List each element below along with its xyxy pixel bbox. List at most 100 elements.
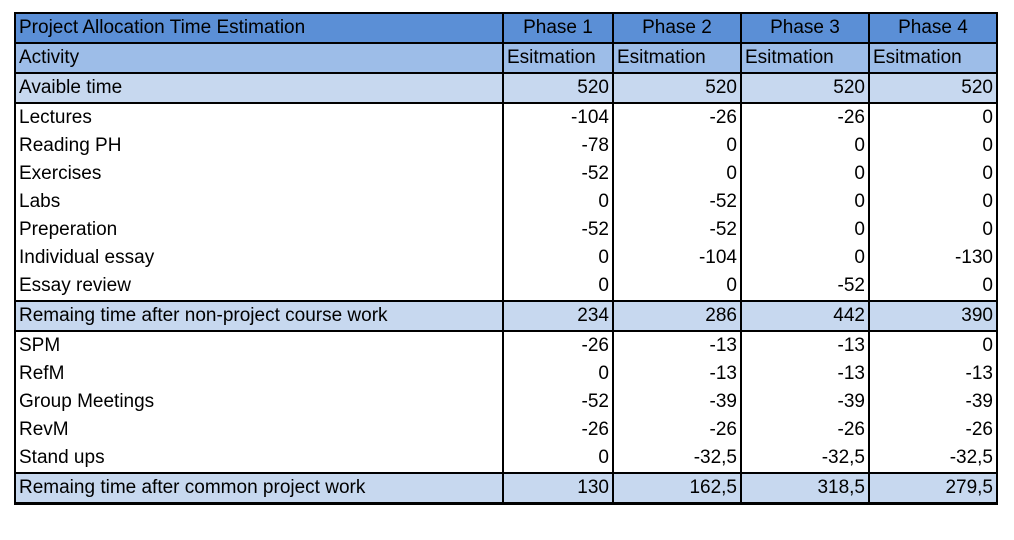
estimate-cell-phase-1[interactable]: 234 — [502, 300, 614, 332]
estimate-cell-phase-2[interactable]: 0 — [612, 160, 742, 188]
estimate-cell-phase-3[interactable]: -39 — [740, 388, 870, 416]
estimate-cell-phase-3[interactable]: 0 — [740, 244, 870, 272]
table-body: Project Allocation Time Estimation Phase… — [14, 12, 998, 505]
header-row: Project Allocation Time Estimation Phase… — [14, 12, 998, 44]
estimate-cell-phase-2[interactable]: -52 — [612, 188, 742, 216]
estimate-cell-phase-3[interactable]: 318,5 — [740, 472, 870, 505]
estimate-cell-phase-3[interactable]: -32,5 — [740, 444, 870, 473]
estimate-cell-phase-1[interactable]: 0 — [502, 244, 614, 272]
estimate-cell-phase-4[interactable]: 390 — [868, 300, 998, 332]
estimation-header-3[interactable]: Esitmation — [740, 43, 870, 74]
estimate-cell-phase-2[interactable]: 0 — [612, 132, 742, 160]
estimate-cell-phase-1[interactable]: 0 — [502, 444, 614, 473]
row-label[interactable]: Exercises — [14, 160, 504, 188]
row-label[interactable]: Labs — [14, 188, 504, 216]
activity-row: Preperation -52 -52 0 0 — [14, 216, 998, 244]
estimate-cell-phase-2[interactable]: -13 — [612, 360, 742, 388]
estimate-cell-phase-3[interactable]: 0 — [740, 160, 870, 188]
estimate-cell-phase-3[interactable]: -13 — [740, 331, 870, 360]
estimate-cell-phase-3[interactable]: 0 — [740, 132, 870, 160]
estimate-cell-phase-1[interactable]: -104 — [502, 103, 614, 132]
estimate-cell-phase-2[interactable]: -104 — [612, 244, 742, 272]
row-label[interactable]: Essay review — [14, 272, 504, 301]
estimate-cell-phase-4[interactable]: -26 — [868, 416, 998, 444]
row-label[interactable]: Individual essay — [14, 244, 504, 272]
estimate-cell-phase-4[interactable]: 0 — [868, 188, 998, 216]
estimate-cell-phase-4[interactable]: -130 — [868, 244, 998, 272]
estimate-cell-phase-3[interactable]: 0 — [740, 188, 870, 216]
activity-row: Labs 0 -52 0 0 — [14, 188, 998, 216]
activity-header[interactable]: Activity — [14, 43, 504, 74]
estimate-cell-phase-1[interactable]: -26 — [502, 416, 614, 444]
row-label[interactable]: Lectures — [14, 103, 504, 132]
estimate-cell-phase-1[interactable]: 0 — [502, 188, 614, 216]
estimate-cell-phase-3[interactable]: -52 — [740, 272, 870, 301]
estimate-cell-phase-3[interactable]: -13 — [740, 360, 870, 388]
activity-row: Essay review 0 0 -52 0 — [14, 272, 998, 301]
estimate-cell-phase-3[interactable]: 0 — [740, 216, 870, 244]
activity-row: Group Meetings -52 -39 -39 -39 — [14, 388, 998, 416]
activity-row: Individual essay 0 -104 0 -130 — [14, 244, 998, 272]
row-label[interactable]: Remaing time after common project work — [14, 472, 504, 505]
estimate-cell-phase-3[interactable]: -26 — [740, 103, 870, 132]
estimation-header-1[interactable]: Esitmation — [502, 43, 614, 74]
estimate-cell-phase-4[interactable]: 0 — [868, 216, 998, 244]
activity-row: Reading PH -78 0 0 0 — [14, 132, 998, 160]
estimate-cell-phase-1[interactable]: -52 — [502, 388, 614, 416]
estimate-cell-phase-1[interactable]: 0 — [502, 272, 614, 301]
available-time-phase-2[interactable]: 520 — [612, 72, 742, 104]
estimate-cell-phase-4[interactable]: 0 — [868, 160, 998, 188]
estimate-cell-phase-3[interactable]: -26 — [740, 416, 870, 444]
estimate-cell-phase-1[interactable]: -52 — [502, 216, 614, 244]
row-label[interactable]: Group Meetings — [14, 388, 504, 416]
row-label[interactable]: Remaing time after non-project course wo… — [14, 300, 504, 332]
estimate-cell-phase-1[interactable]: -78 — [502, 132, 614, 160]
estimate-cell-phase-4[interactable]: 0 — [868, 103, 998, 132]
estimate-cell-phase-4[interactable]: 279,5 — [868, 472, 998, 505]
estimate-cell-phase-1[interactable]: 130 — [502, 472, 614, 505]
estimate-cell-phase-2[interactable]: -52 — [612, 216, 742, 244]
estimate-cell-phase-2[interactable]: -26 — [612, 416, 742, 444]
estimate-cell-phase-1[interactable]: -26 — [502, 331, 614, 360]
estimate-cell-phase-4[interactable]: 0 — [868, 331, 998, 360]
subtotal-non-project-row: Remaing time after non-project course wo… — [14, 300, 998, 332]
estimate-cell-phase-4[interactable]: -39 — [868, 388, 998, 416]
available-time-phase-1[interactable]: 520 — [502, 72, 614, 104]
estimate-cell-phase-4[interactable]: -32,5 — [868, 444, 998, 473]
phase-1-header[interactable]: Phase 1 — [502, 12, 614, 44]
estimate-cell-phase-2[interactable]: 286 — [612, 300, 742, 332]
available-time-phase-4[interactable]: 520 — [868, 72, 998, 104]
estimate-cell-phase-2[interactable]: -13 — [612, 331, 742, 360]
row-label[interactable]: Preperation — [14, 216, 504, 244]
estimation-header-4[interactable]: Esitmation — [868, 43, 998, 74]
estimate-cell-phase-2[interactable]: -26 — [612, 103, 742, 132]
estimate-cell-phase-2[interactable]: 162,5 — [612, 472, 742, 505]
phase-2-header[interactable]: Phase 2 — [612, 12, 742, 44]
estimate-cell-phase-1[interactable]: -52 — [502, 160, 614, 188]
available-time-label[interactable]: Avaible time — [14, 72, 504, 104]
estimate-cell-phase-2[interactable]: -32,5 — [612, 444, 742, 473]
activity-row: Lectures -104 -26 -26 0 — [14, 103, 998, 132]
phase-3-header[interactable]: Phase 3 — [740, 12, 870, 44]
estimate-cell-phase-1[interactable]: 0 — [502, 360, 614, 388]
estimate-cell-phase-2[interactable]: 0 — [612, 272, 742, 301]
activity-row: RefM 0 -13 -13 -13 — [14, 360, 998, 388]
subheader-row: Activity Esitmation Esitmation Esitmatio… — [14, 43, 998, 74]
estimate-cell-phase-2[interactable]: -39 — [612, 388, 742, 416]
row-label[interactable]: Reading PH — [14, 132, 504, 160]
estimate-cell-phase-4[interactable]: 0 — [868, 132, 998, 160]
row-label[interactable]: RefM — [14, 360, 504, 388]
available-time-phase-3[interactable]: 520 — [740, 72, 870, 104]
estimate-cell-phase-4[interactable]: -13 — [868, 360, 998, 388]
phase-4-header[interactable]: Phase 4 — [868, 12, 998, 44]
estimate-cell-phase-3[interactable]: 442 — [740, 300, 870, 332]
estimation-header-2[interactable]: Esitmation — [612, 43, 742, 74]
estimate-cell-phase-4[interactable]: 0 — [868, 272, 998, 301]
row-label[interactable]: RevM — [14, 416, 504, 444]
row-label[interactable]: SPM — [14, 331, 504, 360]
activity-row: Exercises -52 0 0 0 — [14, 160, 998, 188]
row-label[interactable]: Stand ups — [14, 444, 504, 473]
activity-row: SPM -26 -13 -13 0 — [14, 331, 998, 360]
activity-row: Stand ups 0 -32,5 -32,5 -32,5 — [14, 444, 998, 473]
table-title[interactable]: Project Allocation Time Estimation — [14, 12, 504, 44]
